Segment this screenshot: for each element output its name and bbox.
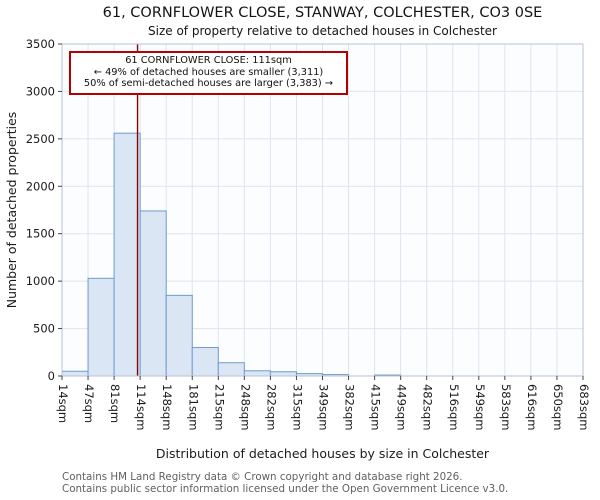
histogram-bar xyxy=(191,347,219,377)
y-tick-label: 3000 xyxy=(26,84,55,98)
x-tick-label: 415sqm xyxy=(369,384,383,430)
annotation-property-size: 61 CORNFLOWER CLOSE: 111sqm xyxy=(125,55,292,66)
annotation-box: 61 CORNFLOWER CLOSE: 111sqm ← 49% of det… xyxy=(69,51,348,95)
y-tick-label: 500 xyxy=(33,322,55,336)
x-tick-label: 181sqm xyxy=(186,384,200,430)
histogram-bar xyxy=(113,132,141,377)
chart-title: 61, CORNFLOWER CLOSE, STANWAY, COLCHESTE… xyxy=(102,5,543,21)
x-tick-label: 449sqm xyxy=(395,384,409,430)
x-tick-label: 248sqm xyxy=(238,384,252,430)
x-tick-label: 650sqm xyxy=(551,384,565,430)
x-tick-label: 683sqm xyxy=(577,384,591,430)
annotation-larger-stat: 50% of semi-detached houses are larger (… xyxy=(83,78,334,90)
histogram-bar xyxy=(61,370,89,377)
histogram-bar xyxy=(217,362,245,377)
x-tick-label: 549sqm xyxy=(473,384,487,430)
footer-attribution-line2: Contains public sector information licen… xyxy=(62,482,509,495)
x-tick-label: 349sqm xyxy=(317,384,331,430)
y-tick-label: 3500 xyxy=(26,37,55,51)
x-tick-label: 47sqm xyxy=(82,384,96,423)
x-tick-label: 382sqm xyxy=(343,384,357,430)
y-tick-label: 2500 xyxy=(26,132,55,146)
x-tick-label: 81sqm xyxy=(108,384,122,423)
x-tick-label: 583sqm xyxy=(499,384,513,430)
footer-attribution-line1: Contains HM Land Registry data © Crown c… xyxy=(62,471,463,483)
x-tick-label: 616sqm xyxy=(525,384,539,430)
chart-subtitle: Size of property relative to detached ho… xyxy=(148,24,497,38)
y-tick-label: 1000 xyxy=(26,274,55,288)
x-tick-label: 148sqm xyxy=(160,384,174,430)
histogram-bar xyxy=(243,370,271,377)
y-tick-label: 2000 xyxy=(26,179,55,193)
x-tick-label: 14sqm xyxy=(56,384,70,423)
annotation-smaller-stat: ← 49% of detached houses are smaller (3,… xyxy=(93,66,324,78)
footer: Contains HM Land Registry data © Crown c… xyxy=(62,471,509,495)
histogram-bar xyxy=(87,277,115,377)
x-tick-label: 482sqm xyxy=(421,384,435,430)
y-axis-label: Number of detached properties xyxy=(4,112,19,309)
histogram-bar xyxy=(269,371,297,377)
x-tick-label: 114sqm xyxy=(134,384,148,430)
x-tick-label: 282sqm xyxy=(264,384,278,430)
chart-titles: 61, CORNFLOWER CLOSE, STANWAY, COLCHESTE… xyxy=(62,4,583,39)
x-tick-label: 516sqm xyxy=(447,384,461,430)
y-tick-label: 1500 xyxy=(26,227,55,241)
histogram-bar xyxy=(139,210,167,377)
y-tick-label: 0 xyxy=(48,369,55,383)
x-tick-label: 215sqm xyxy=(212,384,226,430)
histogram-bar xyxy=(165,294,193,377)
x-axis-label: Distribution of detached houses by size … xyxy=(156,446,490,461)
x-tick-label: 315sqm xyxy=(290,384,304,430)
